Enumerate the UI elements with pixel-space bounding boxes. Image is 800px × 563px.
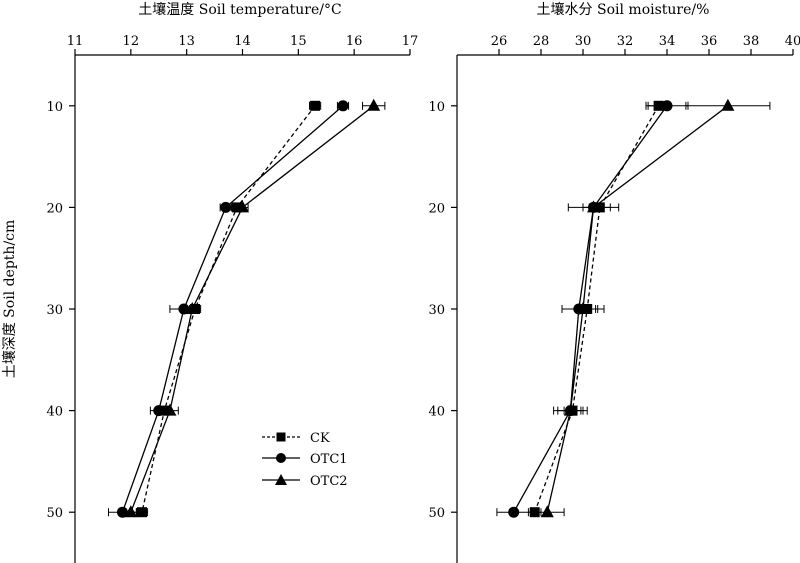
moisture-y-tick-label: 50 <box>428 506 445 521</box>
legend: CK OTC1 OTC2 <box>262 431 348 489</box>
legend-item-ck: CK <box>262 431 330 446</box>
temperature-x-tick-label: 13 <box>178 34 195 49</box>
soil-moisture-ticks: 26 28 30 32 34 36 38 40 10 20 30 40 50 <box>428 34 800 563</box>
temperature-ck-line <box>141 105 316 513</box>
moisture-y-tick-label: 40 <box>428 405 445 420</box>
moisture-otc1-point <box>508 506 520 518</box>
triangle-marker-icon <box>275 474 287 485</box>
soil-moisture-panel: 土壤水分 Soil moisture/% 26 28 30 32 34 36 38 40102… <box>428 1 800 563</box>
soil-depth-axis-title: 土壤深度 Soil depth/cm <box>1 220 18 379</box>
moisture-otc2-point <box>540 505 554 518</box>
temperature-y-tick-label: 20 <box>46 201 63 216</box>
temperature-x-tick-label: 14 <box>234 34 251 49</box>
moisture-otc2-point <box>721 98 735 111</box>
temperature-y-tick-label: 40 <box>46 405 63 420</box>
soil-moisture-marks <box>496 98 771 518</box>
temperature-x-tick-label: 15 <box>290 34 307 49</box>
soil-temperature-panel: 土壤温度 Soil temperature/°C 土壤深度 Soil depth… <box>1 1 418 563</box>
temperature-y-tick-label: 10 <box>46 100 63 115</box>
moisture-x-tick-label: 40 <box>785 34 800 49</box>
moisture-y-tick-label: 30 <box>428 303 445 318</box>
moisture-y-tick-label: 20 <box>428 201 445 216</box>
temperature-x-tick-label: 17 <box>402 34 419 49</box>
moisture-otc2-point <box>563 403 577 416</box>
temperature-otc2-point <box>163 403 177 416</box>
temperature-x-tick-label: 16 <box>346 34 363 49</box>
moisture-x-tick-label: 28 <box>533 34 550 49</box>
legend-item-otc2: OTC2 <box>262 474 348 489</box>
soil-temperature-axis-title: 土壤温度 Soil temperature/°C <box>138 1 341 18</box>
moisture-x-tick-label: 32 <box>617 34 634 49</box>
legend-label-ck: CK <box>310 431 330 446</box>
soil-temperature-ticks: 11 12 13 14 15 16 17 10 20 30 40 50 <box>46 34 418 563</box>
temperature-y-tick-label: 50 <box>46 506 63 521</box>
temperature-otc2-point <box>185 302 199 314</box>
temperature-y-tick-label: 30 <box>46 303 63 318</box>
moisture-x-tick-label: 34 <box>659 34 676 49</box>
temperature-ck-point <box>137 507 147 518</box>
moisture-y-tick-label: 10 <box>428 100 445 115</box>
square-marker-icon <box>276 432 286 442</box>
moisture-x-tick-label: 36 <box>701 34 718 49</box>
temperature-otc2-point <box>236 200 249 213</box>
moisture-x-tick-label: 30 <box>575 34 592 49</box>
temperature-otc2-point <box>124 505 138 518</box>
moisture-otc2-point <box>576 302 590 314</box>
moisture-otc1-point <box>661 100 673 112</box>
moisture-otc2-point <box>587 200 600 213</box>
temperature-otc1-point <box>220 201 232 213</box>
circle-marker-icon <box>276 453 286 463</box>
legend-item-otc1: OTC1 <box>262 452 348 467</box>
temperature-ck-point <box>310 100 321 111</box>
temperature-otc2-point <box>367 98 381 111</box>
soil-moisture-axis-title: 土壤水分 Soil moisture/% <box>537 1 710 18</box>
moisture-x-tick-label: 38 <box>743 34 760 49</box>
temperature-x-tick-label: 12 <box>123 34 140 49</box>
temperature-otc1-point <box>337 100 349 112</box>
legend-label-otc1: OTC1 <box>310 452 348 467</box>
soil-temperature-marks <box>108 98 386 518</box>
moisture-x-tick-label: 26 <box>491 34 508 49</box>
temperature-x-tick-label: 11 <box>67 34 84 49</box>
legend-label-otc2: OTC2 <box>310 474 348 489</box>
